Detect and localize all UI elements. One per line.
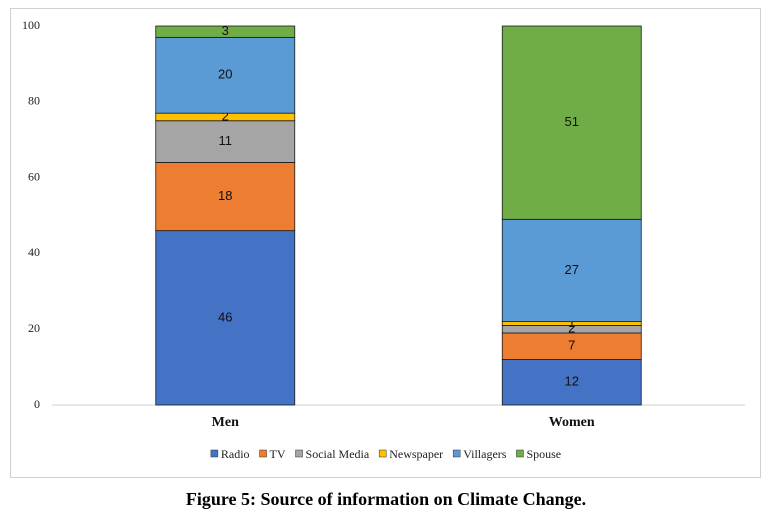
data-label: 7 bbox=[568, 338, 575, 353]
data-label: 27 bbox=[565, 262, 579, 277]
data-label: 3 bbox=[222, 23, 229, 38]
legend-label: TV bbox=[270, 447, 286, 461]
data-label: 11 bbox=[219, 133, 233, 148]
bar-segment bbox=[501, 25, 642, 220]
legend-label: Villagers bbox=[463, 447, 507, 461]
chart-title: Figure 5: Source of information on Clima… bbox=[186, 489, 586, 509]
y-tick-label: 60 bbox=[28, 169, 40, 183]
bar-segment bbox=[155, 230, 296, 406]
legend-swatch bbox=[295, 449, 303, 458]
bar-segment bbox=[501, 218, 642, 323]
data-label: 18 bbox=[218, 188, 232, 203]
y-tick-label: 100 bbox=[22, 18, 40, 32]
data-label: 51 bbox=[565, 114, 579, 129]
data-label: 46 bbox=[218, 309, 232, 324]
bar-segment bbox=[155, 162, 296, 232]
data-label: 2 bbox=[568, 321, 575, 336]
legend-label: Newspaper bbox=[389, 447, 443, 461]
data-label: 12 bbox=[565, 374, 579, 389]
legend-swatch bbox=[452, 449, 461, 458]
y-tick-label: 0 bbox=[34, 397, 40, 411]
legend-swatch bbox=[378, 449, 387, 458]
bar-segment bbox=[155, 25, 296, 38]
y-tick-label: 80 bbox=[28, 94, 40, 108]
legend-swatch bbox=[259, 449, 267, 458]
legend-swatch bbox=[210, 449, 219, 458]
legend-swatch bbox=[516, 449, 524, 458]
data-label: 1 bbox=[568, 315, 575, 330]
bar-segment bbox=[501, 359, 642, 406]
data-label: 2 bbox=[222, 108, 229, 123]
chart-frame bbox=[10, 8, 761, 478]
legend-label: Social Media bbox=[306, 447, 370, 461]
legend-label: Radio bbox=[221, 447, 250, 461]
y-tick-label: 20 bbox=[28, 321, 40, 335]
data-label: 20 bbox=[218, 67, 232, 82]
y-tick-label: 40 bbox=[28, 245, 40, 259]
bar-segment bbox=[155, 36, 296, 114]
x-tick-label: Women bbox=[549, 415, 595, 430]
x-tick-label: Men bbox=[212, 415, 239, 430]
legend-label: Spouse bbox=[526, 447, 561, 461]
bar-segment bbox=[501, 332, 642, 360]
